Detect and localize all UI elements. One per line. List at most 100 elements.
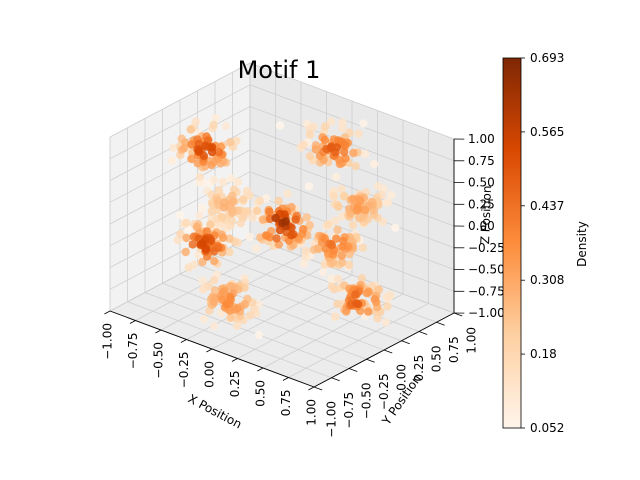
y-tick-label: −1.00 <box>325 401 339 438</box>
scatter-point <box>334 202 343 211</box>
x-tick-label: 0.00 <box>203 361 217 388</box>
colorbar-tick-label: 0.18 <box>530 347 557 361</box>
z-tick-label: 1.00 <box>468 132 495 146</box>
scatter-point <box>387 190 396 200</box>
scatter-point <box>283 189 292 198</box>
scatter-point <box>349 148 358 158</box>
x-tick-mark <box>231 358 238 362</box>
scatter-point <box>309 122 318 132</box>
x-tick-label: −0.50 <box>152 342 166 379</box>
scatter-point <box>214 186 224 195</box>
scatter-point <box>359 119 368 128</box>
scatter-point <box>211 113 220 123</box>
scatter-point <box>232 321 242 330</box>
y-tick-mark <box>366 358 375 363</box>
scatter-point <box>291 215 300 224</box>
x-tick-label: 0.50 <box>254 380 268 407</box>
scatter-point <box>330 284 339 294</box>
scatter-point <box>332 172 341 182</box>
scatter-point <box>246 311 255 320</box>
x-tick-mark <box>129 320 136 324</box>
scatter-point <box>219 177 228 187</box>
scatter-point <box>351 290 360 299</box>
scatter-point <box>339 236 348 246</box>
scatter-point <box>299 225 308 234</box>
scatter-point <box>209 276 219 285</box>
scatter-point <box>207 160 216 170</box>
scatter-point <box>391 223 400 232</box>
scatter-point <box>274 196 283 206</box>
x-tick-label: −0.75 <box>126 333 140 370</box>
colorbar-tick-label: 0.308 <box>530 273 564 287</box>
x-tick-label: 0.25 <box>228 371 242 398</box>
scatter-point <box>225 234 234 243</box>
scatter-point <box>271 213 280 223</box>
x-tick-label: −0.25 <box>177 352 191 389</box>
y-tick-mark <box>348 368 358 372</box>
scatter-point <box>254 330 264 340</box>
scatter-point <box>245 191 254 200</box>
y-tick-mark <box>401 340 410 345</box>
scatter-point <box>360 149 370 159</box>
y-tick-label: 0.00 <box>395 364 409 391</box>
grid-line-y <box>249 236 455 314</box>
y-tick-label: −0.50 <box>360 383 374 420</box>
scatter-point <box>373 181 383 191</box>
scatter-point <box>261 194 271 203</box>
scatter-point <box>182 233 191 243</box>
scatter-point <box>281 217 290 226</box>
scatter-point <box>197 203 207 213</box>
scatter-point <box>248 213 257 222</box>
scatter-point <box>305 221 314 230</box>
colorbar-ticks: 0.052 0.18 0.308 0.437 0.565 0.693 <box>521 51 564 435</box>
scatter-point <box>204 281 213 291</box>
scatter-point <box>305 152 315 161</box>
grid-line-z <box>249 84 455 162</box>
grid-line-x <box>288 303 429 378</box>
scatter-point <box>217 212 226 222</box>
scatter-points <box>167 113 400 340</box>
scatter-point <box>184 263 193 272</box>
axis-lines <box>104 138 465 391</box>
scatter-point <box>340 140 349 150</box>
scatter-point <box>338 258 347 267</box>
scatter-point <box>179 144 189 153</box>
scatter-point <box>195 172 205 182</box>
scatter-point <box>348 220 358 230</box>
colorbar-tick-label: 0.437 <box>530 199 564 213</box>
colorbar: 0.052 0.18 0.308 0.437 0.565 0.693 Density <box>502 51 589 435</box>
scatter-point <box>238 195 248 204</box>
scatter-point <box>301 247 311 256</box>
y-tick-label: 0.50 <box>430 346 444 373</box>
grid-line-y <box>197 264 402 342</box>
scatter-point <box>280 210 289 219</box>
scatter-point <box>351 162 360 171</box>
z-axis-label: Z Position <box>478 185 494 244</box>
scatter-point <box>186 125 195 134</box>
z-tick-label: 0.75 <box>468 154 495 168</box>
scatter-point <box>201 141 210 150</box>
scatter-point <box>214 148 224 157</box>
scatter-point <box>230 305 239 314</box>
z-tick-label: −0.50 <box>468 263 505 277</box>
scatter-point <box>187 140 196 149</box>
x-tick-mark <box>308 386 315 391</box>
scatter-point <box>353 203 362 212</box>
scatter-point <box>299 259 309 268</box>
grid-line-z <box>109 84 251 160</box>
scatter-point <box>272 234 281 243</box>
scatter-point <box>370 295 379 304</box>
scatter-point <box>209 247 219 256</box>
scatter-point <box>386 290 395 300</box>
x-tick-mark <box>155 329 162 334</box>
scatter-point <box>245 232 254 242</box>
x-tick-mark <box>180 339 187 343</box>
scatter-point <box>369 160 379 169</box>
x-tick-label: 0.75 <box>279 390 293 417</box>
y-tick-mark <box>418 331 428 335</box>
scatter-point <box>339 147 349 157</box>
x-tick-mark <box>257 367 264 372</box>
x-tick-label: 1.00 <box>305 399 319 426</box>
scatter-point <box>209 322 219 331</box>
chart-title: Motif 1 <box>238 56 321 84</box>
